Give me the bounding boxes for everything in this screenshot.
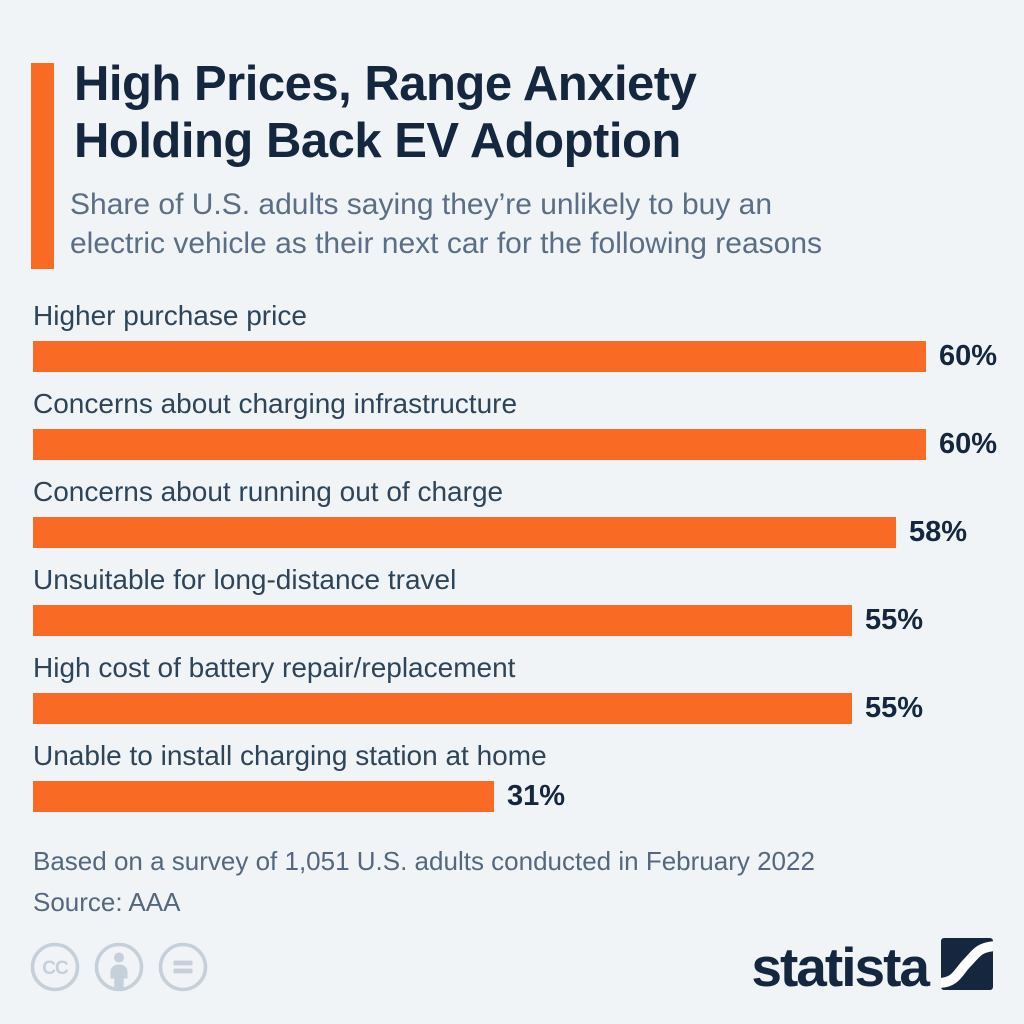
value-label: 58% xyxy=(909,516,968,548)
value-label: 55% xyxy=(865,692,924,724)
attribution-person-icon xyxy=(93,941,145,993)
statista-square-icon xyxy=(937,938,997,995)
header: High Prices, Range Anxiety Holding Back E… xyxy=(70,56,994,263)
statista-logo: statista xyxy=(751,935,997,998)
no-derivatives-equals-icon xyxy=(157,941,209,993)
category-label: Higher purchase price xyxy=(33,300,307,331)
title-accent-bar xyxy=(31,63,54,269)
bar-line: 60% xyxy=(33,340,997,372)
chart-subtitle: Share of U.S. adults saying they’re unli… xyxy=(70,185,994,263)
chart-subtitle-line1: Share of U.S. adults saying they’re unli… xyxy=(70,188,773,221)
bar xyxy=(33,605,852,636)
bar-line: 55% xyxy=(33,604,993,636)
value-label: 55% xyxy=(865,604,924,636)
svg-text:CC: CC xyxy=(42,958,69,979)
category-label: Concerns about charging infrastructure xyxy=(33,388,518,419)
page-title-line1: High Prices, Range Anxiety xyxy=(74,57,697,111)
chart-row: Concerns about running out of charge 58% xyxy=(33,475,993,548)
survey-note: Based on a survey of 1,051 U.S. adults c… xyxy=(33,846,815,876)
bar-line: 58% xyxy=(33,516,993,548)
source-line: Source: AAA xyxy=(33,887,181,917)
category-label: Concerns about running out of charge xyxy=(33,476,504,507)
bar-line: 55% xyxy=(33,692,993,724)
bar xyxy=(33,781,494,812)
footnote: Based on a survey of 1,051 U.S. adults c… xyxy=(33,841,815,923)
chart-row: Higher purchase price 60% xyxy=(33,299,997,372)
category-label: High cost of battery repair/replacement xyxy=(33,652,516,683)
page-title-line2: Holding Back EV Adoption xyxy=(74,114,681,168)
category-label: Unable to install charging station at ho… xyxy=(33,740,547,771)
value-label: 60% xyxy=(939,428,998,460)
chart-row: Unsuitable for long-distance travel 55% xyxy=(33,563,993,636)
category-label: Unsuitable for long-distance travel xyxy=(33,564,457,595)
chart-row: Concerns about charging infrastructure 60… xyxy=(33,387,997,460)
statista-wordmark: statista xyxy=(751,935,930,998)
chart-row: High cost of battery repair/replacement 5… xyxy=(33,651,993,724)
license-icons: CC xyxy=(29,941,209,993)
bar-line: 60% xyxy=(33,428,997,460)
bar xyxy=(33,429,926,460)
bar-line: 31% xyxy=(33,780,993,812)
value-label: 60% xyxy=(939,340,998,372)
bar xyxy=(33,693,852,724)
bar xyxy=(33,517,896,548)
bar-chart: Higher purchase price 60% Concerns about c… xyxy=(33,299,997,827)
cc-icon: CC xyxy=(29,941,81,993)
chart-subtitle-line2: electric vehicle as their next car for t… xyxy=(70,227,823,260)
chart-row: Unable to install charging station at ho… xyxy=(33,739,993,812)
page-title: High Prices, Range Anxiety Holding Back E… xyxy=(74,56,994,170)
bar xyxy=(33,341,926,372)
value-label: 31% xyxy=(507,780,566,812)
